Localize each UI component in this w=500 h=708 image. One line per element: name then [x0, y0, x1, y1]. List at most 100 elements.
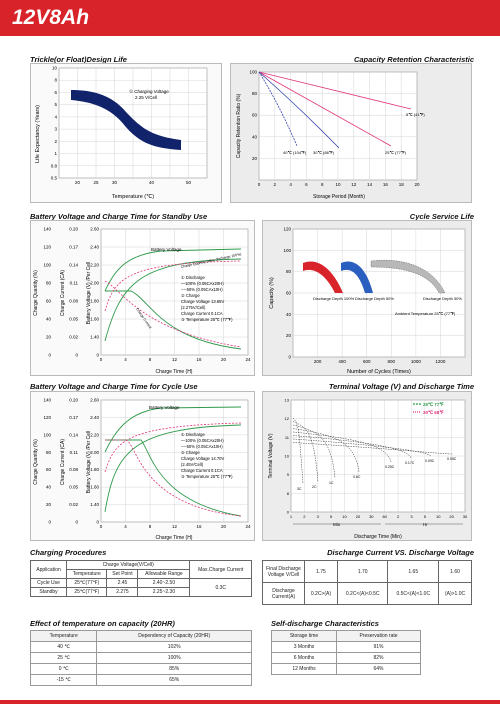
chart-note: ----50% (0.05CAx10H) — [181, 287, 223, 292]
table-cell: 82% — [336, 652, 421, 664]
charging-allowable-header: Allowable Range — [137, 569, 191, 579]
table-cell: 102% — [96, 641, 252, 653]
chart-note: ② Charge — [181, 450, 200, 455]
charging-application-header: Application — [29, 560, 68, 579]
trickle-chart-panel: Life Expectancy (Years) Temperature (℃) … — [30, 63, 222, 203]
retention-xlabel: Storage Period (Month) — [313, 194, 365, 200]
y-tick-label: 11 — [285, 435, 290, 440]
y-tick-label: 2.00 — [90, 450, 99, 455]
table-cell: 2.40~2.50 — [137, 578, 191, 588]
cycle-service-xticks: 200 400 600 800 1000 1200 — [314, 359, 446, 364]
y1-tick-label: 0 — [48, 353, 51, 358]
terminal-curves: 3C 2C 1C 0.6C 0.25C 0.17C 0.09C 0.05C — [292, 417, 457, 491]
cycle-service-band-50 — [341, 261, 373, 293]
standby-yticks: 2.60 2.40 2.20 2.00 1.80 1.60 1.40 0 140 120 100 80… — [43, 227, 99, 358]
trickle-note-1: ① Charging Voltage — [129, 89, 169, 94]
cycle-service-chart-panel: Discharge Depth 100% Discharge Depth 50%… — [262, 220, 472, 376]
x-tick-label: 10 — [335, 182, 341, 187]
y-tick-label: 0.5 — [51, 176, 58, 181]
cycle-use-battery-voltage-label: Battery Voltage — [149, 405, 180, 410]
retention-grid — [258, 71, 418, 181]
chart-note: ① Discharge — [181, 275, 205, 280]
retention-line-40c — [258, 71, 298, 147]
y2-tick-label: 0 — [75, 353, 78, 358]
trickle-xlabel: Temperature (℃) — [112, 194, 154, 200]
cycle-use-notes: ① Discharge—100% (0.05CAx20H)----50% (0.… — [181, 432, 233, 479]
section-title-self-discharge: Self-discharge Characteristics — [271, 619, 379, 628]
y-tick-label: 10 — [285, 454, 290, 459]
terminal-chart: 3C 2C 1C 0.6C 0.25C 0.17C 0.09C 0.05C 25℃ 77℉ 3… — [268, 398, 468, 541]
y1-tick-label: 120 — [43, 245, 51, 250]
table-cell: 1.60 — [438, 560, 472, 583]
y-tick-label: 80 — [252, 91, 258, 96]
standby-battery-voltage-curve — [104, 248, 242, 292]
x-tick-label: 16 — [196, 357, 202, 362]
section-title-temp-effect: Effect of temperature on capacity (20HR) — [30, 619, 175, 628]
table-row: 3 Months 91% — [270, 641, 421, 653]
cycle-use-charge-current-curve — [105, 439, 242, 517]
y-tick-label: 2.40 — [90, 245, 99, 250]
discharge-voltage-header: Final Discharge Voltage V/Cell — [262, 560, 305, 583]
y-tick-label: 8 — [287, 491, 290, 496]
x-tick-label: 8 — [149, 357, 152, 362]
cycle-service-band-100 — [303, 261, 343, 293]
y2-tick-label: 0.05 — [69, 317, 78, 322]
y-tick-label: 100 — [283, 248, 291, 253]
y-tick-label: 40 — [286, 312, 292, 317]
x-tick-label: 600 — [363, 359, 371, 364]
standby-xticks: 0 4 8 12 16 20 24 — [100, 357, 251, 362]
cycle-use-current-50-curve — [105, 439, 242, 517]
table-row: Cycle Use 25℃(77℉) 2.45 2.40~2.50 0.3C — [29, 578, 252, 597]
standby-quantity-50-curve — [104, 260, 242, 312]
table-row: 6 Months 82% — [270, 652, 421, 664]
discharge-curve-label: 0.6C — [353, 475, 361, 479]
self-discharge-table: Storage time Preservation rate 3 Months 9… — [270, 630, 421, 675]
x-tick-label: 2 — [303, 514, 306, 519]
table-cell: 0.2C<(A)<0.5C — [336, 582, 389, 605]
standby-battery-voltage-label: Battery Voltage — [151, 247, 182, 252]
charging-procedures-table: Application Charge Voltage(V/Cell) Max.C… — [29, 560, 252, 597]
retention-label-25c: 25℃ (77℉) — [385, 150, 407, 155]
discharge-curve-label: 0.17C — [405, 461, 415, 465]
cycle-use-chart: Battery Voltage ① Discharge—100% (0.05CA… — [33, 398, 251, 542]
x-tick-label: 8 — [321, 182, 324, 187]
table-header: Preservation rate — [336, 630, 421, 642]
retention-label-40c: 40℃ (104℉) — [283, 150, 307, 155]
table-row: Storage time Preservation rate — [270, 630, 421, 642]
cycle-service-chart: Discharge Depth 100% Discharge Depth 50%… — [269, 227, 466, 375]
y1-tick-label: 100 — [43, 432, 51, 437]
y-tick-label: 1.60 — [90, 485, 99, 490]
table-cell: 0 ℃ — [29, 663, 98, 675]
cycle-use-quantity-50-curve — [104, 422, 242, 473]
x-tick-label: 16 — [383, 182, 389, 187]
table-row: 0 ℃ 85% — [29, 663, 252, 675]
y2-tick-label: 0.02 — [69, 335, 78, 340]
x-tick-label: 12 — [172, 524, 178, 529]
chart-note: ③ Temperature 25℃ (77℉) — [181, 474, 233, 479]
discharge-current-table: Final Discharge Voltage V/Cell 1.75 1.70… — [262, 560, 472, 605]
table-cell: 85% — [96, 663, 252, 675]
table-cell: 0.2C>(A) — [304, 582, 338, 605]
table-row: Temperature Set Point Allowable Range — [31, 569, 252, 579]
y1-tick-label: 100 — [43, 263, 51, 268]
y-tick-label: 2.60 — [90, 227, 99, 232]
y-tick-label: 1.40 — [90, 335, 99, 340]
y-tick-label: 2 — [54, 139, 57, 144]
x-tick-label: 1 — [290, 514, 293, 519]
trickle-yticks: 10 8 6 5 4 3 2 1 0.8 0.5 — [51, 66, 58, 181]
x-tick-label: 20 — [75, 180, 81, 185]
cycle-service-yticks: 120 100 80 60 40 20 0 — [283, 227, 291, 360]
table-cell: 3 Months — [270, 641, 338, 653]
terminal-min-label: Min — [333, 522, 341, 527]
y-tick-label: 1.80 — [90, 299, 99, 304]
x-tick-label: 200 — [314, 359, 322, 364]
table-cell: Cycle Use — [29, 578, 68, 588]
table-cell: 25 ℃ — [29, 652, 98, 664]
y-tick-label: 10 — [52, 66, 58, 71]
x-tick-label: 60 — [382, 514, 387, 519]
chart-note: ----50% (0.05CAx10H) — [181, 444, 223, 449]
table-row: -15 ℃ 65% — [29, 674, 252, 686]
cycle-use-chart-panel: Battery Voltage ① Discharge —100% (0.05CA… — [30, 391, 255, 541]
standby-ylabel-3: Battery Voltage (V) /Per Cell — [86, 262, 92, 325]
x-tick-label: 18 — [399, 182, 405, 187]
